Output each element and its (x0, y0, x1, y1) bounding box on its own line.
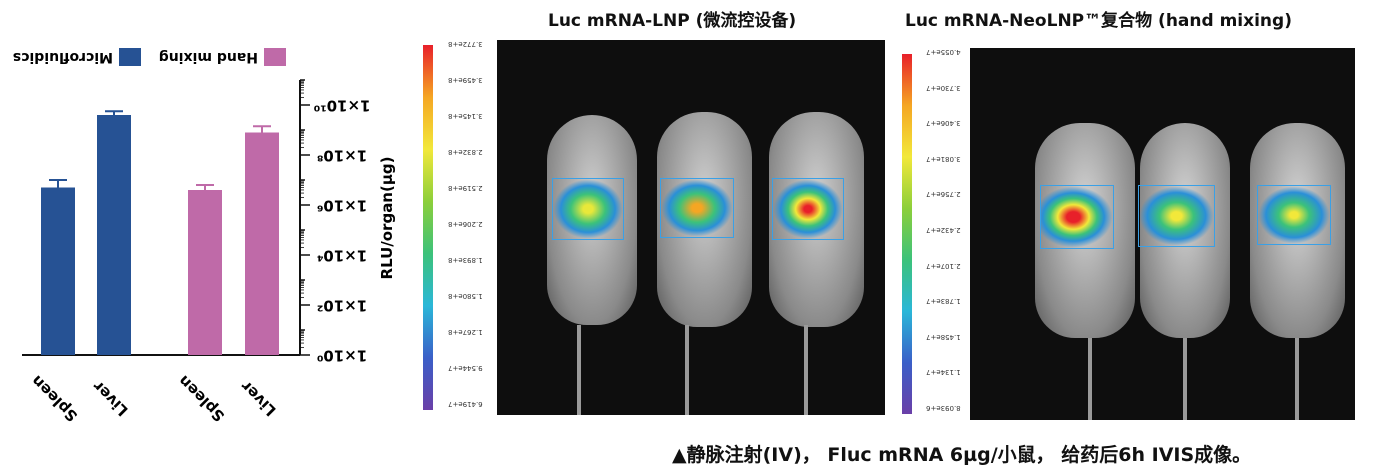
colorbar-tick-label: 2.206e+8 (448, 220, 483, 228)
colorbar-tick-label: 2.756e+7 (926, 190, 961, 199)
y-tick-label: 1×10⁸ (317, 147, 367, 165)
colorbar-tick-label: 4.055e+7 (926, 48, 961, 56)
left-colorbar (423, 45, 433, 410)
roi-4 (1040, 185, 1114, 249)
right-colorbar (902, 54, 912, 414)
colorbar-tick-label: 2.832e+8 (448, 148, 483, 156)
colorbar-tick-label: 3.459e+8 (448, 76, 483, 84)
colorbar-tick-label: 9.544e+7 (448, 364, 483, 372)
x-tick-label: Spleen (28, 372, 82, 426)
roi-1 (552, 178, 624, 240)
legend-label: Microfluidics (13, 49, 113, 65)
x-tick-label: Liver (237, 377, 280, 420)
colorbar-tick-label: 6.419e+7 (448, 400, 483, 408)
mouse-tail-3 (804, 325, 808, 415)
mouse-tail-1 (577, 325, 581, 415)
bar (188, 190, 222, 355)
legend-swatch (119, 48, 141, 66)
left-panel-title: Luc mRNA-LNP (微流控设备) (548, 11, 797, 31)
colorbar-tick-label: 1.267e+8 (448, 328, 483, 336)
mouse-tail-5 (1183, 338, 1187, 420)
colorbar-tick-label: 3.406e+7 (926, 119, 961, 128)
x-tick-label: Spleen (175, 372, 229, 426)
mouse-tail-2 (685, 325, 689, 415)
bar (41, 187, 75, 355)
bar-chart: 1×10⁰ 1×10² 1×10⁴ 1×10⁶ 1×10⁸ 1×10¹⁰ RLU/organ… (13, 48, 396, 426)
ivis-panel-right (970, 48, 1355, 420)
figure-caption: ▲静脉注射(IV)， Fluc mRNA 6µg/小鼠， 给药后6h IVIS成… (672, 444, 1252, 466)
colorbar-tick-label: 3.081e+7 (926, 154, 961, 163)
right-colorbar-labels: 4.055e+7 3.730e+7 3.406e+7 3.081e+7 2.756e+7… (926, 48, 966, 414)
colorbar-tick-label: 8.093e+6 (926, 404, 961, 412)
y-tick-label: 1×10⁴ (317, 247, 367, 265)
colorbar-tick-label: 2.107e+7 (926, 261, 961, 270)
colorbar-tick-label: 3.730e+7 (926, 83, 961, 92)
y-axis-label: RLU/organ(µg) (378, 157, 396, 280)
colorbar-tick-label: 2.519e+8 (448, 184, 483, 192)
y-tick-label: 1×10¹⁰ (313, 97, 370, 115)
y-tick-label: 1×10⁰ (317, 347, 367, 365)
roi-6 (1257, 185, 1331, 245)
colorbar-tick-label: 1.134e+7 (926, 368, 961, 377)
legend-label: Hand mixing (159, 49, 258, 65)
colorbar-tick-label: 3.772e+8 (448, 40, 483, 48)
y-tick-label: 1×10² (317, 297, 367, 315)
mouse-tail-6 (1295, 338, 1299, 420)
roi-5 (1138, 185, 1215, 247)
ivis-panel-left (497, 40, 885, 415)
roi-3 (772, 178, 844, 240)
mouse-tail-4 (1088, 338, 1092, 420)
colorbar-tick-label: 1.580e+8 (448, 292, 483, 300)
bar (97, 115, 131, 355)
right-panel-title: Luc mRNA-NeoLNP™复合物 (hand mixing) (905, 11, 1292, 31)
roi-2 (660, 178, 734, 238)
legend-swatch (264, 48, 286, 66)
bar (245, 132, 279, 355)
colorbar-tick-label: 3.145e+8 (448, 112, 483, 120)
colorbar-tick-label: 1.893e+8 (448, 256, 483, 264)
left-colorbar-labels: 3.772e+8 3.459e+8 3.145e+8 2.832e+8 2.519e+8… (448, 40, 488, 410)
colorbar-tick-label: 2.432e+7 (926, 226, 961, 234)
colorbar-tick-label: 1.458e+7 (926, 332, 961, 341)
x-tick-label: Liver (89, 377, 132, 420)
colorbar-tick-label: 1.783e+7 (926, 297, 961, 306)
y-tick-label: 1×10⁶ (317, 197, 367, 215)
